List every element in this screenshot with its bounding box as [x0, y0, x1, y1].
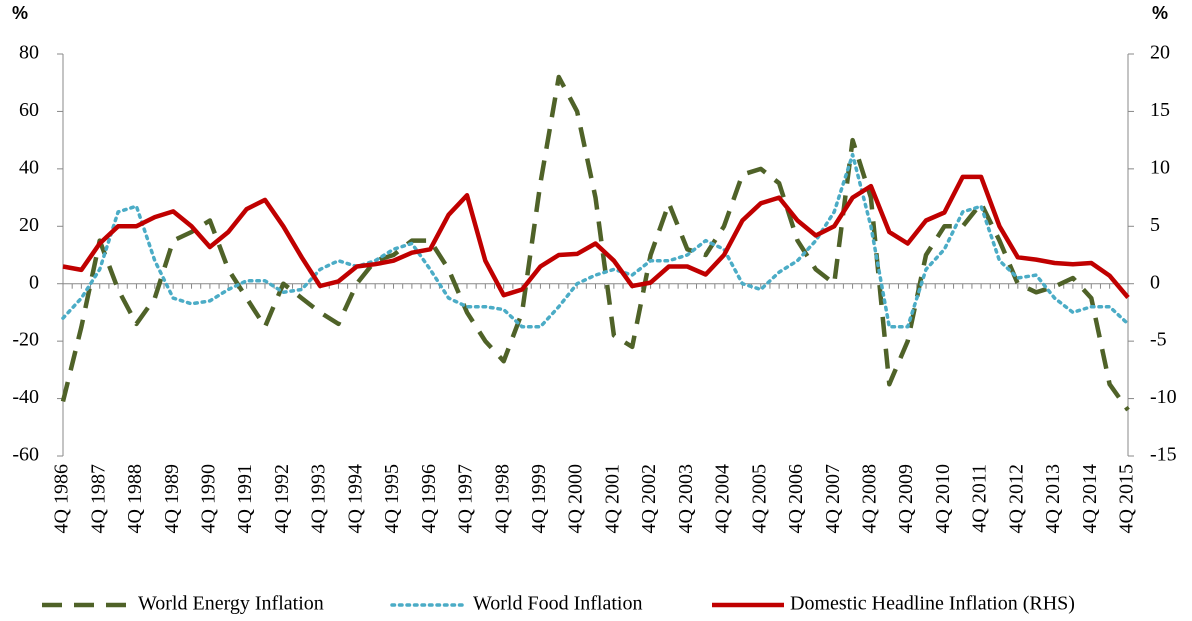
y-axis-label: %: [12, 3, 28, 23]
x-tick-label: 4Q 1986: [51, 464, 73, 533]
x-tick-label: 4Q 1999: [528, 464, 550, 533]
y2-tick-label: 5: [1150, 214, 1160, 236]
x-tick-label: 4Q 1993: [308, 464, 330, 533]
y-tick-label: -20: [12, 329, 39, 351]
x-tick-label: 4Q 2012: [1005, 464, 1027, 533]
series-line: [61, 152, 1130, 329]
y2-tick-label: -5: [1150, 329, 1167, 351]
y2-axis-label: %: [1152, 3, 1168, 23]
x-tick-label: 4Q 1992: [271, 464, 293, 533]
series-line: [62, 174, 1130, 299]
y2-tick-label: -10: [1150, 386, 1177, 408]
y2-tick-label: 10: [1150, 156, 1170, 178]
series-line: [60, 74, 1130, 412]
x-tick-label: 4Q 2010: [932, 464, 954, 533]
y-tick-label: 60: [19, 99, 39, 121]
x-tick-label: 4Q 2014: [1079, 464, 1101, 533]
x-tick-label: 4Q 2011: [969, 464, 991, 533]
x-tick-label: 4Q 2009: [895, 464, 917, 533]
x-tick-label: 4Q 2005: [748, 464, 770, 533]
x-tick-label: 4Q 2015: [1116, 464, 1138, 533]
y2-tick-label: 20: [1150, 42, 1170, 64]
y2-tick-label: -15: [1150, 444, 1177, 466]
x-tick-label: 4Q 1997: [455, 464, 477, 533]
x-tick-label: 4Q 2007: [822, 464, 844, 533]
x-tick-label: 4Q 2001: [601, 464, 623, 533]
legend-label: World Food Inflation: [473, 593, 642, 615]
legend-label: World Energy Inflation: [138, 593, 324, 615]
x-tick-label: 4Q 1990: [197, 464, 219, 533]
x-tick-label: 4Q 2004: [712, 464, 734, 533]
x-tick-label: 4Q 1998: [491, 464, 513, 533]
y-tick-label: 40: [19, 156, 39, 178]
x-tick-label: 4Q 1994: [344, 464, 366, 533]
y2-tick-label: 0: [1150, 271, 1160, 293]
x-tick-label: 4Q 2006: [785, 464, 807, 533]
y-tick-label: -60: [12, 444, 39, 466]
x-tick-label: 4Q 2002: [638, 464, 660, 533]
legend-label: Domestic Headline Inflation (RHS): [790, 593, 1075, 615]
x-tick-label: 4Q 1989: [161, 464, 183, 533]
y-tick-label: 80: [19, 42, 39, 64]
y-tick-label: 20: [19, 214, 39, 236]
x-tick-label: 4Q 1991: [234, 464, 256, 533]
x-tick-label: 4Q 1996: [418, 464, 440, 533]
x-tick-label: 4Q 1995: [381, 464, 403, 533]
y2-tick-label: 15: [1150, 99, 1170, 121]
x-tick-label: 4Q 1988: [124, 464, 146, 533]
x-tick-label: 4Q 1987: [87, 464, 109, 533]
x-tick-label: 4Q 2000: [565, 464, 587, 533]
x-tick-label: 4Q 2008: [859, 464, 881, 533]
x-tick-label: 4Q 2013: [1042, 464, 1064, 533]
y-tick-label: -40: [12, 386, 39, 408]
x-tick-label: 4Q 2003: [675, 464, 697, 533]
y-tick-label: 0: [29, 271, 39, 293]
